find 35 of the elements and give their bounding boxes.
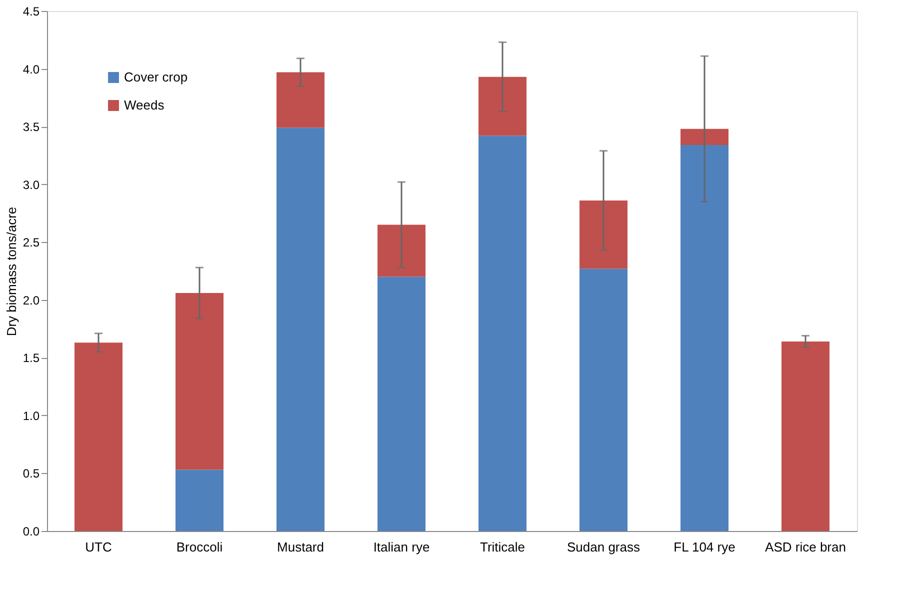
x-tick-label: Sudan grass: [566, 540, 640, 554]
x-tick-label: Broccoli: [176, 540, 223, 554]
y-tick-label: 4.0: [22, 62, 40, 76]
bar: [74, 342, 123, 531]
y-tick-label: 3.5: [22, 120, 40, 134]
legend-label: Weeds: [124, 98, 165, 112]
bar: [680, 145, 728, 531]
bar: [781, 341, 830, 531]
bar: [378, 276, 426, 531]
bar: [478, 76, 526, 136]
bar: [478, 136, 526, 531]
y-axis-title: Dry biomass tons/acre: [4, 206, 19, 336]
x-tick-label: Mustard: [277, 540, 324, 554]
legend-label: Cover crop: [124, 70, 188, 84]
bar: [579, 200, 628, 269]
y-tick-label: 1.5: [22, 351, 40, 366]
y-tick-label: 0.0: [22, 524, 40, 538]
bar: [276, 72, 325, 128]
x-tick-label: Italian rye: [373, 540, 430, 554]
x-tick-label: FL 104 rye: [674, 540, 736, 554]
bar: [176, 470, 224, 531]
y-tick-label: 0.5: [22, 466, 40, 481]
y-tick-label: 2.0: [22, 293, 40, 308]
x-tick-label: Triticale: [480, 540, 526, 554]
bar: [176, 292, 224, 470]
bar: [276, 128, 325, 531]
y-tick-label: 3.0: [22, 178, 40, 192]
bar: [378, 224, 426, 277]
x-tick-label: UTC: [85, 540, 112, 554]
y-tick-label: 2.5: [22, 236, 40, 250]
x-tick-label: ASD rice bran: [765, 540, 846, 554]
bar: [579, 268, 628, 531]
y-tick-label: 1.0: [22, 408, 40, 423]
y-tick-label: 4.5: [22, 4, 40, 18]
bar: [680, 128, 728, 146]
